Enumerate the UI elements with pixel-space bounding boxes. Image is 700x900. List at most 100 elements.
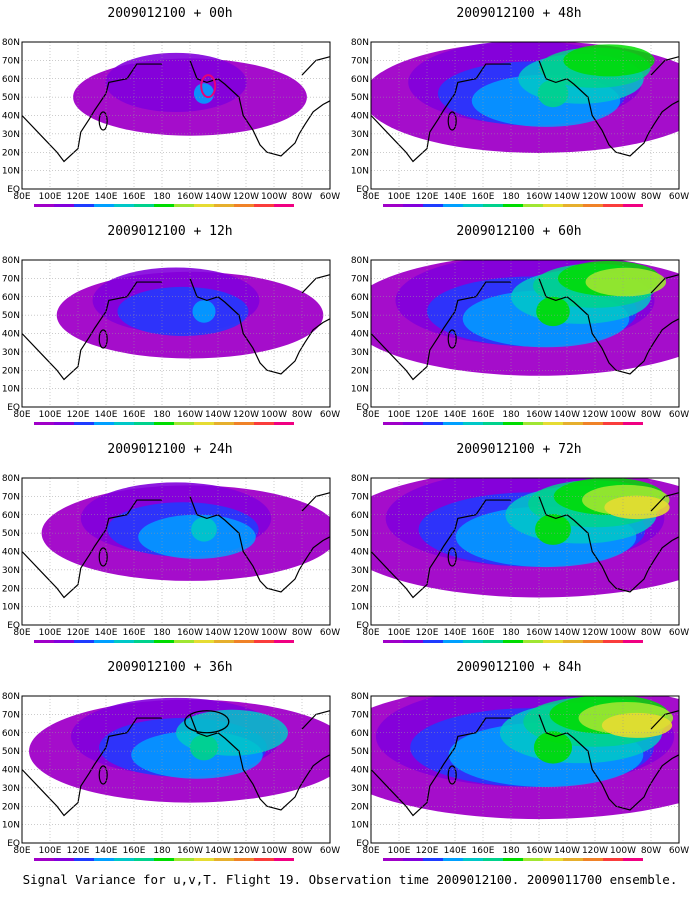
colorbar-swatch bbox=[463, 640, 483, 643]
lon-label: 160W bbox=[526, 628, 552, 638]
lon-label: 80W bbox=[292, 192, 312, 202]
colorbar-swatch bbox=[383, 640, 403, 643]
lon-label: 140E bbox=[95, 628, 118, 638]
coastline-segment bbox=[538, 60, 680, 157]
japan-island bbox=[98, 111, 108, 131]
variance-field bbox=[371, 478, 679, 598]
lon-label: 160W bbox=[177, 846, 203, 856]
lat-label: 30N bbox=[2, 566, 20, 576]
variance-maximum bbox=[535, 514, 571, 545]
japan-island bbox=[98, 329, 108, 349]
lat-label: 20N bbox=[2, 148, 20, 158]
lat-label: 80N bbox=[2, 256, 20, 266]
lat-label: 70N bbox=[2, 710, 20, 720]
lon-label: 180 bbox=[153, 628, 170, 638]
colorbar-swatch bbox=[463, 422, 483, 425]
variance-field bbox=[371, 696, 679, 820]
lat-label: 70N bbox=[351, 274, 369, 284]
lat-label: 80N bbox=[351, 38, 369, 48]
coastline-segment bbox=[538, 714, 680, 811]
lon-label: 100W bbox=[261, 628, 287, 638]
lat-label: 30N bbox=[2, 130, 20, 140]
colorbar-swatch bbox=[234, 858, 254, 861]
lon-label: 120E bbox=[67, 628, 90, 638]
colorbar-swatch bbox=[503, 204, 523, 207]
lat-label: 80N bbox=[2, 474, 20, 484]
lon-label: 100E bbox=[388, 628, 411, 638]
lat-label: 10N bbox=[2, 603, 20, 613]
lon-label: 160E bbox=[472, 192, 495, 202]
grid bbox=[371, 42, 679, 189]
japan-island bbox=[447, 111, 457, 131]
colorbar-swatch bbox=[443, 422, 463, 425]
lat-label: 10N bbox=[2, 385, 20, 395]
lon-label: 160W bbox=[177, 192, 203, 202]
colorbar-swatch bbox=[523, 422, 543, 425]
colorbar-swatch bbox=[563, 422, 583, 425]
lon-label: 160E bbox=[472, 846, 495, 856]
japan-island bbox=[98, 547, 108, 567]
colorbar-swatch bbox=[74, 204, 94, 207]
colorbar-swatch bbox=[54, 204, 74, 207]
map-frame bbox=[21, 477, 331, 626]
lat-label: 30N bbox=[2, 784, 20, 794]
lat-label: 70N bbox=[2, 274, 20, 284]
colorbar-swatch bbox=[174, 640, 194, 643]
colorbar-swatch bbox=[403, 640, 423, 643]
lat-label: 50N bbox=[2, 529, 20, 539]
lat-label: EQ bbox=[7, 403, 20, 413]
colorbar-swatch bbox=[623, 422, 643, 425]
grid bbox=[22, 478, 330, 625]
lon-label: 60W bbox=[669, 192, 689, 202]
colorbar-swatch bbox=[34, 640, 54, 643]
lat-label: 10N bbox=[351, 385, 369, 395]
japan-island bbox=[447, 547, 457, 567]
grid bbox=[22, 260, 330, 407]
lon-label: 100E bbox=[39, 410, 62, 420]
lon-label: 80W bbox=[641, 410, 661, 420]
panel-title: 2009012100 + 24h bbox=[107, 442, 233, 457]
lon-label: 80E bbox=[13, 628, 30, 638]
colorbar-swatch bbox=[274, 640, 294, 643]
map-frame bbox=[21, 41, 331, 190]
lat-label: 20N bbox=[2, 584, 20, 594]
colorbar-swatch bbox=[74, 422, 94, 425]
lon-label: 80E bbox=[362, 410, 379, 420]
lat-label: 70N bbox=[351, 56, 369, 66]
lon-label: 100W bbox=[610, 410, 636, 420]
colorbar-swatch bbox=[134, 640, 154, 643]
lon-label: 60W bbox=[320, 846, 340, 856]
colorbar-swatch bbox=[443, 858, 463, 861]
lat-label: 80N bbox=[351, 692, 369, 702]
colorbar-swatch bbox=[583, 640, 603, 643]
colorbar-swatch bbox=[154, 422, 174, 425]
lon-label: 100W bbox=[261, 192, 287, 202]
lon-label: 120E bbox=[67, 410, 90, 420]
lat-label: 10N bbox=[351, 167, 369, 177]
lon-label: 120E bbox=[416, 846, 439, 856]
colorbar-swatch bbox=[214, 204, 234, 207]
variance-maximum bbox=[536, 296, 570, 327]
lat-label: 50N bbox=[2, 311, 20, 321]
lon-label: 160E bbox=[123, 192, 146, 202]
lon-label: 140W bbox=[205, 846, 231, 856]
map-panel: 2009012100 + 36h 80N 70N 60N 50N 40N 30N 20N 10N… bbox=[0, 654, 340, 861]
lon-label: 80E bbox=[362, 192, 379, 202]
lat-label: 60N bbox=[2, 75, 20, 85]
lat-label: EQ bbox=[7, 621, 20, 631]
lon-label: 80W bbox=[292, 628, 312, 638]
lat-label: 60N bbox=[2, 729, 20, 739]
lon-label: 180 bbox=[502, 846, 519, 856]
lat-label: 50N bbox=[2, 93, 20, 103]
map-frame bbox=[21, 259, 331, 408]
lon-label: 160E bbox=[472, 628, 495, 638]
lon-label: 160W bbox=[177, 410, 203, 420]
map-frame bbox=[370, 695, 680, 844]
lon-label: 120E bbox=[67, 846, 90, 856]
lon-label: 100W bbox=[261, 410, 287, 420]
lat-label: 80N bbox=[2, 38, 20, 48]
colorbar-swatch bbox=[254, 422, 274, 425]
